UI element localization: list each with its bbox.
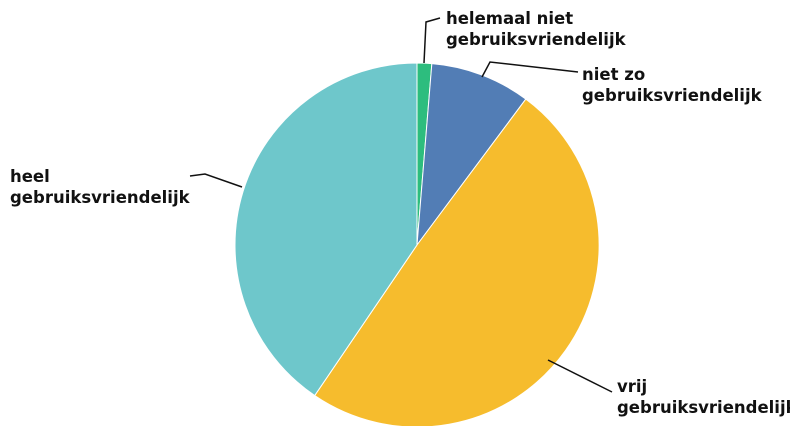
slice-labels: helemaal niet gebruiksvriendelijk niet zo g… (10, 9, 790, 417)
slice-label-line: helemaal niet (446, 9, 573, 28)
slice-label-line: gebruiksvriendelijk (617, 398, 790, 417)
slice-label-line: gebruiksvriendelijk (582, 86, 763, 105)
pie-slice-niet-zo-gebruiksvriendelijk (416, 63, 527, 247)
leader-lines (189, 17, 613, 393)
pie-slice-heel-gebruiksvriendelijk (234, 62, 418, 397)
leader-line-niet-zo-gebruiksvriendelijk (481, 61, 579, 78)
slice-label-line: niet zo (582, 65, 645, 84)
pie-slices (234, 62, 600, 426)
slice-label-line: gebruiksvriendelijk (10, 188, 191, 207)
leader-line-helemaal-niet-gebruiksvriendelijk (423, 17, 441, 64)
slice-label-line: heel (10, 167, 50, 186)
slice-label-helemaal-niet-gebruiksvriendelijk: helemaal niet gebruiksvriendelijk (446, 9, 627, 49)
pie-slice-vrij-gebruiksvriendelijk (314, 98, 600, 426)
slice-label-heel-gebruiksvriendelijk: heel gebruiksvriendelijk (10, 167, 191, 207)
slice-label-line: gebruiksvriendelijk (446, 30, 627, 49)
slice-label-vrij-gebruiksvriendelijk: vrij gebruiksvriendelijk (617, 377, 790, 417)
slice-label-niet-zo-gebruiksvriendelijk: niet zo gebruiksvriendelijk (582, 65, 763, 105)
leader-line-heel-gebruiksvriendelijk (189, 173, 243, 188)
slice-label-line: vrij (617, 377, 647, 396)
leader-line-vrij-gebruiksvriendelijk (547, 359, 613, 393)
